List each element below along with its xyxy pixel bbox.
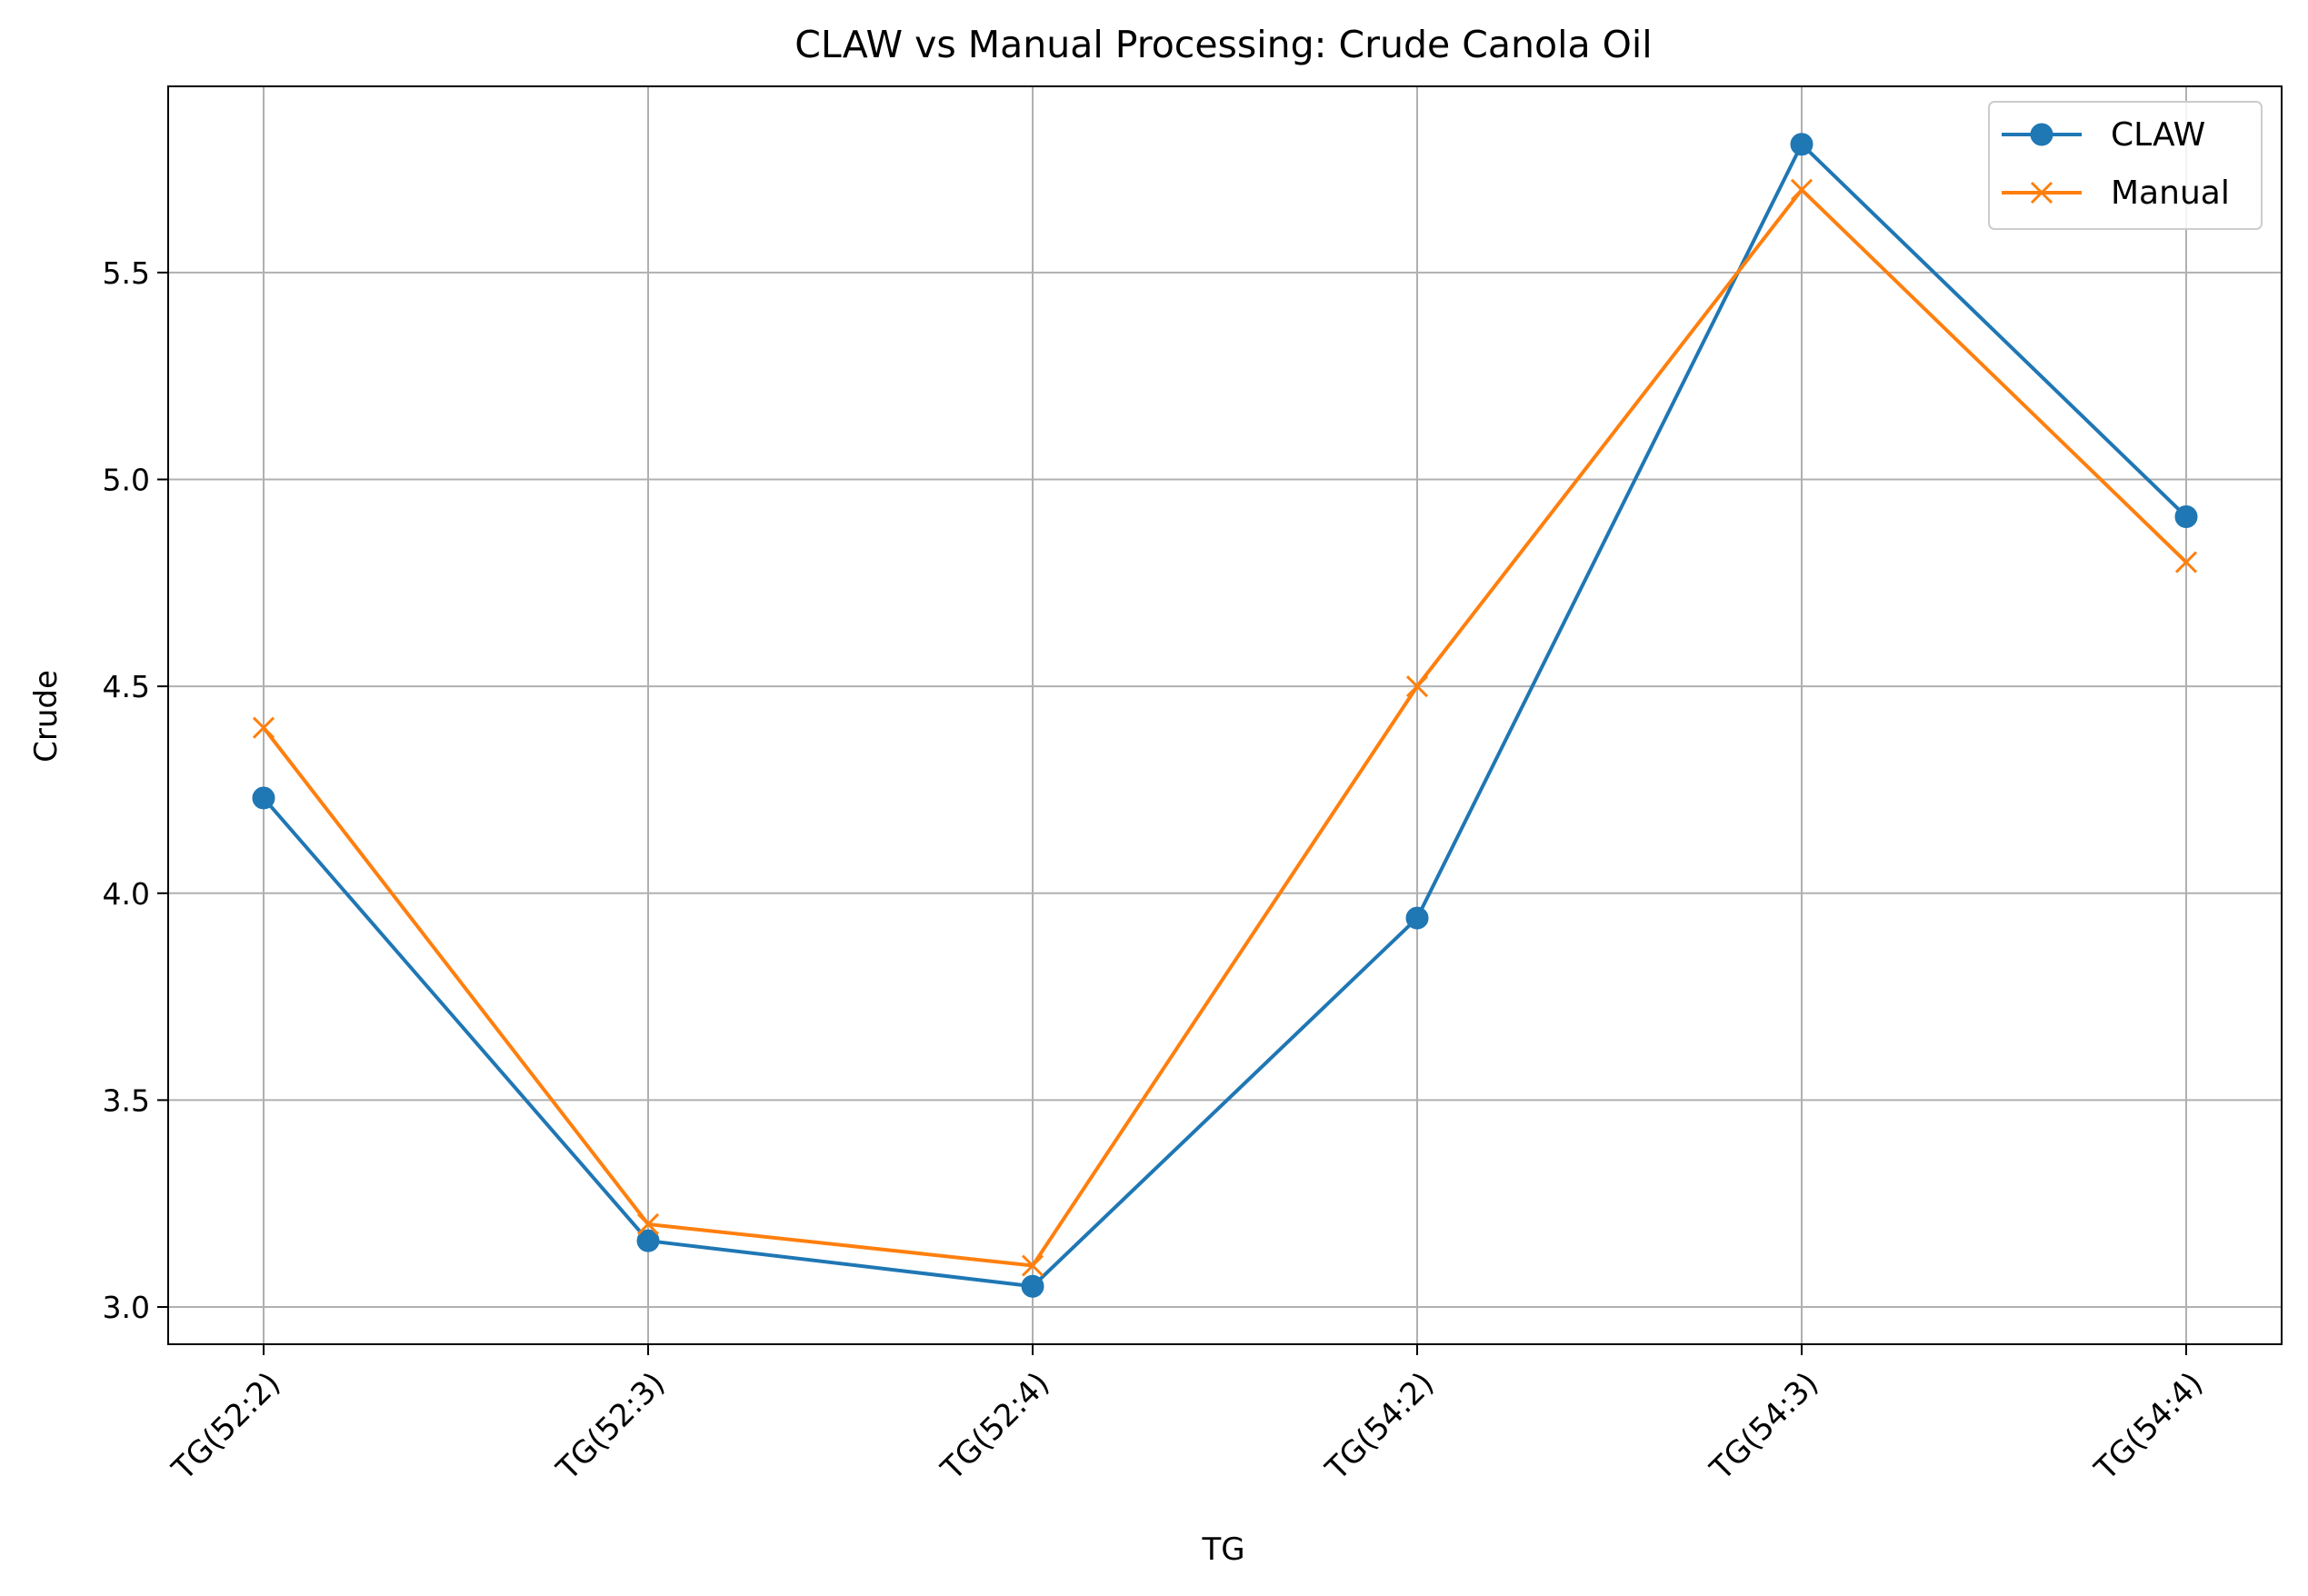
legend-label: Manual (2111, 175, 2230, 212)
series-manual (252, 178, 2198, 1277)
legend: CLAW Manual (1988, 101, 2263, 230)
data-point (252, 716, 275, 739)
y-tick-label: 4.5 (103, 669, 150, 704)
data-point (252, 786, 275, 810)
grid (168, 86, 2282, 1344)
data-point (2174, 504, 2198, 528)
y-axis-label: Crude (28, 670, 65, 763)
y-tick-label: 4.0 (103, 876, 150, 912)
data-point (636, 1212, 660, 1236)
legend-item-manual: Manual (2002, 175, 2230, 212)
legend-swatch-marker (2030, 181, 2053, 204)
data-point (1021, 1274, 1044, 1298)
y-tick-label: 5.0 (103, 463, 150, 498)
chart-title: CLAW vs Manual Processing: Crude Canola … (794, 23, 1652, 66)
data-point (1790, 178, 1813, 201)
series-line (262, 187, 2188, 1268)
data-point (2174, 551, 2198, 574)
series-claw (252, 133, 2198, 1298)
y-tick-label: 3.0 (103, 1290, 150, 1325)
plot-frame (167, 85, 2283, 1345)
x-axis-label: TG (1201, 1531, 1244, 1568)
y-tick-label: 3.5 (103, 1082, 150, 1118)
data-point (1405, 675, 1429, 698)
legend-item-claw: CLAW (2002, 116, 2205, 154)
legend-swatch-marker (2030, 123, 2053, 146)
legend-label: CLAW (2111, 116, 2205, 154)
data-point (636, 1229, 660, 1252)
data-point (1021, 1254, 1044, 1277)
series-line (262, 142, 2188, 1289)
data-point (1405, 906, 1429, 930)
data-point (1790, 133, 1813, 156)
y-tick-label: 5.5 (103, 255, 150, 291)
series-layer (252, 133, 2198, 1298)
